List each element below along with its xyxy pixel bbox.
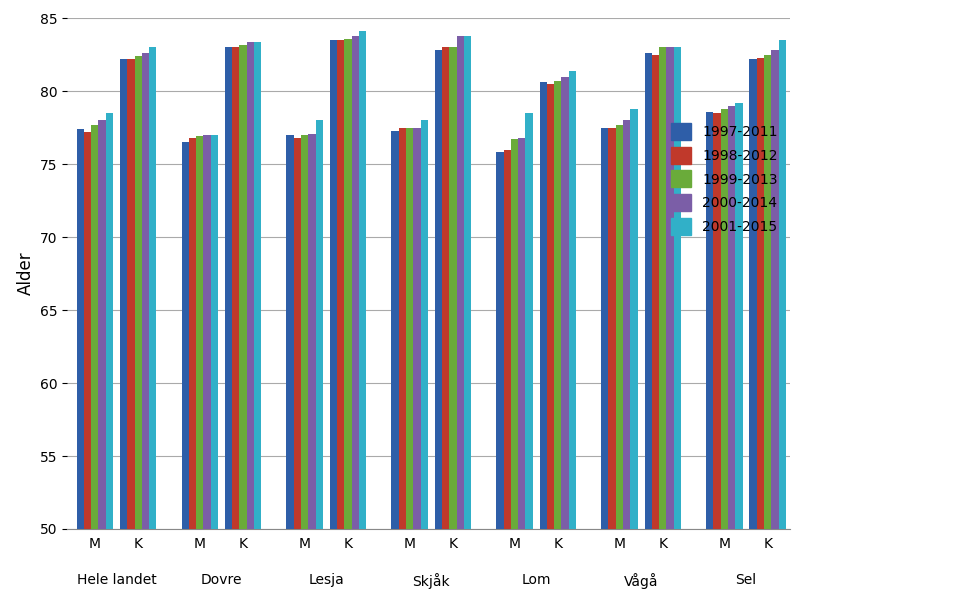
Bar: [525, 113, 533, 608]
Bar: [98, 120, 106, 608]
Bar: [540, 83, 547, 608]
Bar: [196, 136, 203, 608]
Bar: [127, 59, 135, 608]
Bar: [315, 120, 323, 608]
Bar: [779, 40, 786, 608]
Bar: [247, 41, 254, 608]
Bar: [736, 103, 742, 608]
Bar: [92, 125, 98, 608]
Bar: [203, 135, 211, 608]
Bar: [211, 135, 218, 608]
Bar: [84, 132, 92, 608]
Bar: [764, 55, 771, 608]
Bar: [519, 138, 525, 608]
Bar: [561, 77, 569, 608]
Bar: [308, 134, 315, 608]
Bar: [569, 71, 576, 608]
Bar: [666, 47, 674, 608]
Text: Dovre: Dovre: [201, 573, 242, 587]
Bar: [442, 47, 449, 608]
Bar: [135, 56, 142, 608]
Bar: [713, 113, 721, 608]
Bar: [301, 135, 308, 608]
Text: Sel: Sel: [736, 573, 757, 587]
Bar: [414, 128, 420, 608]
Bar: [239, 44, 247, 608]
Bar: [771, 50, 779, 608]
Bar: [359, 32, 366, 608]
Bar: [602, 128, 608, 608]
Text: Lesja: Lesja: [308, 573, 344, 587]
Bar: [659, 47, 666, 608]
Bar: [420, 120, 428, 608]
Text: Skjåk: Skjåk: [413, 573, 450, 589]
Bar: [181, 142, 189, 608]
Bar: [630, 109, 637, 608]
Bar: [232, 47, 239, 608]
Bar: [608, 128, 616, 608]
Bar: [142, 54, 149, 608]
Bar: [674, 47, 681, 608]
Bar: [344, 39, 352, 608]
Bar: [652, 55, 659, 608]
Bar: [435, 50, 442, 608]
Bar: [503, 150, 511, 608]
Bar: [330, 40, 337, 608]
Bar: [106, 113, 113, 608]
Bar: [464, 36, 471, 608]
Bar: [391, 131, 399, 608]
Bar: [120, 59, 127, 608]
Text: Hele landet: Hele landet: [77, 573, 156, 587]
Bar: [76, 129, 84, 608]
Bar: [728, 106, 736, 608]
Bar: [547, 84, 554, 608]
Bar: [189, 138, 196, 608]
Text: Lom: Lom: [522, 573, 550, 587]
Bar: [449, 47, 457, 608]
Bar: [511, 139, 519, 608]
Bar: [645, 54, 652, 608]
Bar: [616, 125, 623, 608]
Y-axis label: Alder: Alder: [16, 252, 35, 295]
Bar: [406, 128, 414, 608]
Bar: [757, 58, 764, 608]
Bar: [399, 128, 406, 608]
Bar: [352, 36, 359, 608]
Bar: [225, 47, 232, 608]
Text: Vågå: Vågå: [624, 573, 658, 589]
Bar: [496, 153, 503, 608]
Bar: [337, 40, 344, 608]
Bar: [706, 112, 713, 608]
Bar: [286, 135, 294, 608]
Bar: [749, 59, 757, 608]
Bar: [623, 120, 630, 608]
Bar: [721, 109, 728, 608]
Bar: [457, 36, 464, 608]
Legend: 1997-2011, 1998-2012, 1999-2013, 2000-2014, 2001-2015: 1997-2011, 1998-2012, 1999-2013, 2000-20…: [665, 117, 784, 241]
Bar: [554, 81, 561, 608]
Bar: [254, 41, 261, 608]
Bar: [149, 47, 156, 608]
Bar: [294, 138, 301, 608]
